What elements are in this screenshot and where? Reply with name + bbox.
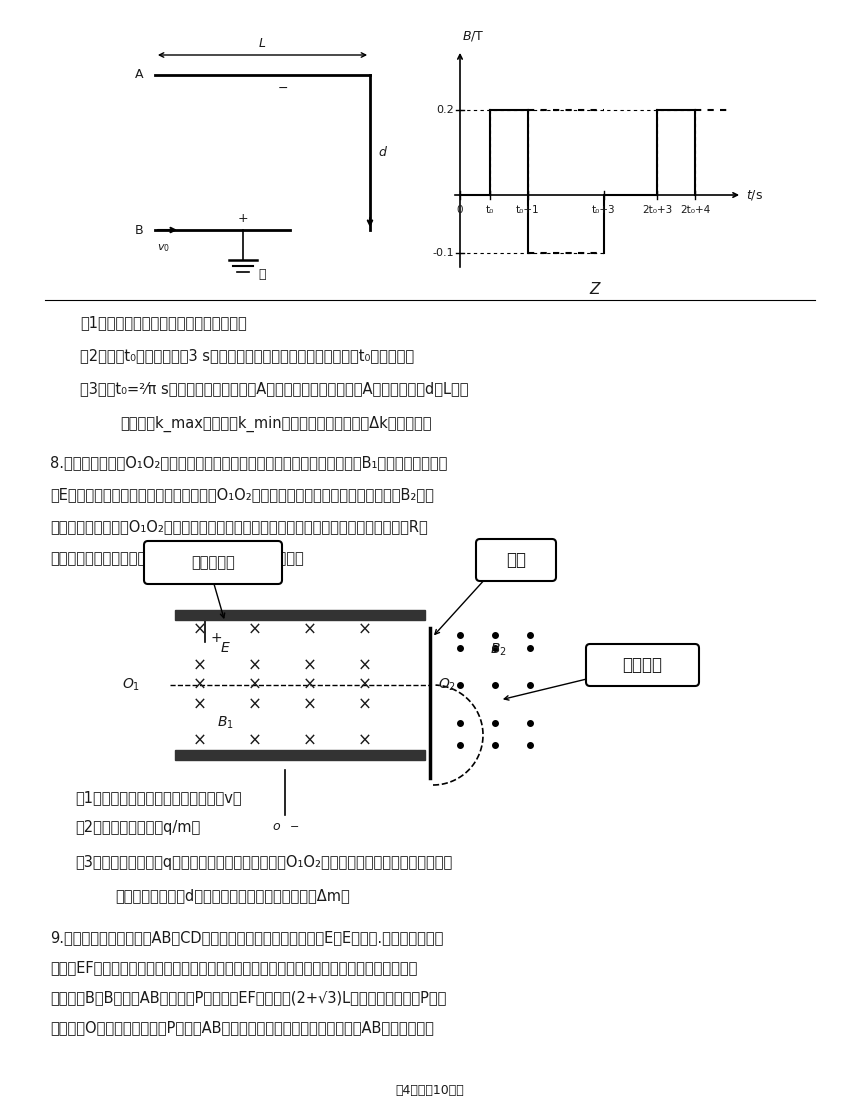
Text: 有一个离子沿着虚线O₁O₂向右做匀速运动，穿过照相底片的小孔后在偏转磁场中做半径为R的: 有一个离子沿着虚线O₁O₂向右做匀速运动，穿过照相底片的小孔后在偏转磁场中做半径… (50, 519, 427, 534)
Text: ×: × (248, 621, 262, 639)
Text: t₀: t₀ (486, 205, 494, 215)
Text: $t$/s: $t$/s (746, 188, 763, 201)
Text: ×: × (248, 731, 262, 749)
Text: $O_2$: $O_2$ (438, 677, 456, 693)
Text: 8.如图所示，虚线O₁O₂是速度选择器的中线，其间匀强磁场的磁感应强度为B₁，匀强电场的场强: 8.如图所示，虚线O₁O₂是速度选择器的中线，其间匀强磁场的磁感应强度为B₁，匀… (50, 455, 447, 470)
Text: 第4页（共10页）: 第4页（共10页） (396, 1083, 464, 1096)
Text: ×: × (193, 657, 207, 674)
Text: $d$: $d$ (378, 146, 388, 159)
Bar (175, 610, 425, 620)
FancyBboxPatch shape (476, 539, 556, 581)
Text: 甲: 甲 (259, 268, 267, 282)
Text: ×: × (193, 731, 207, 749)
Text: ×: × (358, 696, 372, 713)
Text: $v_0$: $v_0$ (157, 242, 169, 254)
Text: 9.如图所示，在水平边界AB和CD间有一匀强电场，电场强度大小E（E未知）.同时存在水平的: 9.如图所示，在水平边界AB和CD间有一匀强电场，电场强度大小E（E未知）.同时… (50, 930, 444, 945)
Text: $-$: $-$ (289, 820, 299, 830)
Text: $B_1$: $B_1$ (217, 715, 233, 731)
Text: ×: × (358, 676, 372, 695)
Text: $o$: $o$ (273, 820, 281, 833)
Bar (175, 750, 425, 760)
Text: ×: × (248, 657, 262, 674)
Text: 匀速圆周运动，最后垂直打在照相底片上（不计离子所受重力）。: 匀速圆周运动，最后垂直打在照相底片上（不计离子所受重力）。 (50, 551, 304, 567)
Text: 正上方的O点由静止释放，仏P点垂直AB边界进入电、磁场区域，且恰好不仏AB边界飞出电、: 正上方的O点由静止释放，仏P点垂直AB边界进入电、磁场区域，且恰好不仏AB边界飞… (50, 1020, 434, 1035)
Text: ×: × (193, 621, 207, 639)
Text: 的落点间距大小为d，求这两种同位素离子的质量差Δm。: 的落点间距大小为d，求这两种同位素离子的质量差Δm。 (115, 888, 350, 903)
Text: 的最大値k_max与最小値k_min，并求比値的取値范围Δk的最大値。: 的最大値k_max与最小値k_min，并求比値的取値范围Δk的最大値。 (120, 416, 432, 432)
Text: 偏转磁场: 偏转磁场 (623, 656, 662, 674)
Text: ×: × (358, 731, 372, 749)
Text: $+$: $+$ (237, 211, 249, 225)
Text: -0.1: -0.1 (433, 248, 454, 258)
Text: B: B (134, 224, 143, 236)
Text: 底片: 底片 (506, 551, 526, 569)
Text: Z: Z (590, 283, 600, 297)
FancyBboxPatch shape (586, 644, 699, 686)
FancyBboxPatch shape (144, 541, 282, 584)
Text: ×: × (303, 676, 317, 695)
Text: ×: × (303, 731, 317, 749)
Text: 为E（电场线没有画出）。照相底片与虚线O₁O₂垂直，其右侧偏转磁场的磁感应强度为B₂。现: 为E（电场线没有画出）。照相底片与虚线O₁O₂垂直，其右侧偏转磁场的磁感应强度为… (50, 487, 434, 502)
Text: （1）求该离子沿虚线运动的速度大小v；: （1）求该离子沿虚线运动的速度大小v； (75, 790, 242, 805)
Text: $E$: $E$ (219, 640, 230, 654)
Text: ×: × (193, 676, 207, 695)
Text: ×: × (248, 696, 262, 713)
Text: 2t₀+4: 2t₀+4 (680, 205, 710, 215)
Text: $-$: $-$ (277, 80, 288, 93)
Text: ×: × (248, 676, 262, 695)
Text: （2）若从t₀时刻起，经过3 s的时间粒子速度再次变为水平向右，则t₀至少多大；: （2）若从t₀时刻起，经过3 s的时间粒子速度再次变为水平向右，则t₀至少多大； (80, 348, 415, 363)
Text: ×: × (303, 696, 317, 713)
Text: $O_1$: $O_1$ (122, 677, 140, 693)
Text: $B$/T: $B$/T (462, 29, 484, 43)
Text: t₀+3: t₀+3 (593, 205, 616, 215)
Text: $L$: $L$ (258, 37, 267, 50)
Text: （3）若t₀=²⁄π s，要使粒子不与金属板A碰撞且恰能平行向右到込A的右端，试求d与L比値: （3）若t₀=²⁄π s，要使粒子不与金属板A碰撞且恰能平行向右到込A的右端，试… (80, 381, 469, 396)
Text: ×: × (193, 696, 207, 713)
Text: （1）判断粒子的电性并求出粒子的比荷；: （1）判断粒子的电性并求出粒子的比荷； (80, 315, 247, 329)
Text: t₀+1: t₀+1 (516, 205, 540, 215)
Text: ×: × (358, 657, 372, 674)
Text: 2t₀+3: 2t₀+3 (642, 205, 673, 215)
Text: ×: × (303, 621, 317, 639)
Text: A: A (134, 69, 143, 81)
Text: 速度选择器: 速度选择器 (191, 555, 235, 570)
Text: 同，均为B（B未知）AB边界上的P点到边界EF的距离为(2+√3)L。一带正电微粒仏P点的: 同，均为B（B未知）AB边界上的P点到边界EF的距离为(2+√3)L。一带正电微… (50, 989, 446, 1005)
Text: $+$: $+$ (210, 631, 222, 646)
Text: （2）求该离子的比荷q/m；: （2）求该离子的比荷q/m； (75, 820, 200, 835)
Text: 0: 0 (457, 205, 464, 215)
Text: （3）如果带电量都为q的两种同位素离子，沿着虚线O₁O₂射入速度选择器，它们在照相底片: （3）如果带电量都为q的两种同位素离子，沿着虚线O₁O₂射入速度选择器，它们在照… (75, 855, 452, 870)
Text: ×: × (303, 657, 317, 674)
Text: 0.2: 0.2 (436, 105, 454, 115)
Text: ×: × (358, 621, 372, 639)
Text: 磁场，EF为左右的分界线。将水平存在的磁场分成向里和向外的匀强磁场，磁感应强度大小相: 磁场，EF为左右的分界线。将水平存在的磁场分成向里和向外的匀强磁场，磁感应强度大… (50, 961, 417, 975)
Text: $B_2$: $B_2$ (489, 642, 507, 658)
